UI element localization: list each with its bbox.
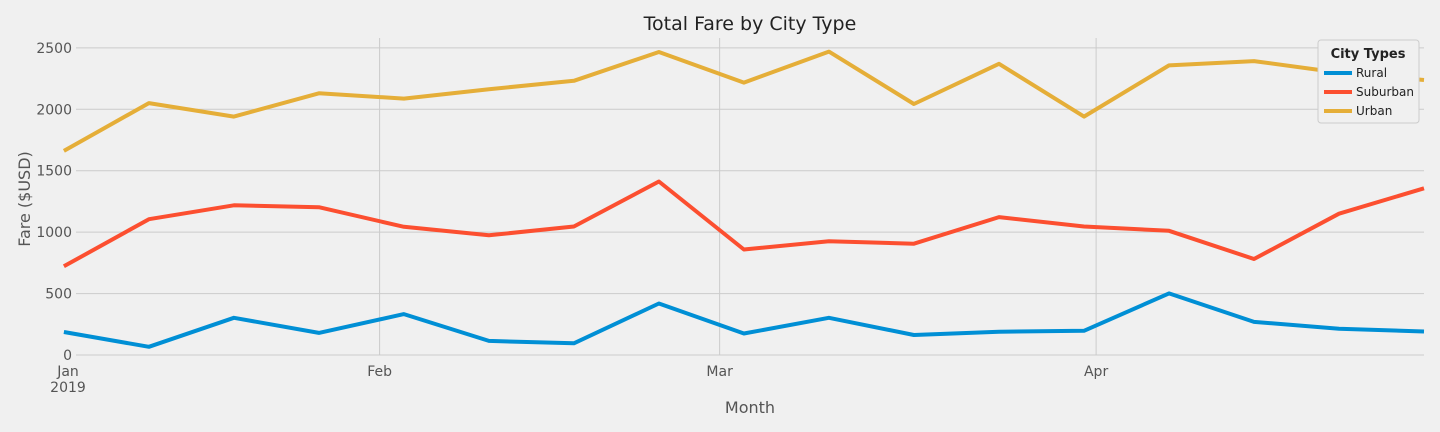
series-lines xyxy=(62,49,1425,349)
y-tick-label: 2000 xyxy=(36,102,72,118)
x-tick-label: Jan xyxy=(56,364,79,380)
legend-label-suburban: Suburban xyxy=(1356,85,1414,99)
y-tick-label: 500 xyxy=(45,287,72,303)
x-tick-sublabel: 2019 xyxy=(50,380,86,396)
legend-label-urban: Urban xyxy=(1356,104,1392,118)
y-tick-labels: 0 500 1000 1500 2000 2500 xyxy=(36,41,72,364)
series-line-suburban xyxy=(62,179,1425,269)
y-axis-label: Fare ($USD) xyxy=(15,151,34,247)
legend-title: City Types xyxy=(1331,47,1406,62)
legend-items: Rural Suburban Urban xyxy=(1324,66,1414,118)
series-line-urban xyxy=(62,49,1425,153)
y-gridlines xyxy=(76,47,1424,356)
y-tick-label: 1500 xyxy=(36,164,72,180)
y-tick-label: 0 xyxy=(63,348,72,364)
x-tick-label: Apr xyxy=(1084,364,1108,380)
x-tick-label: Mar xyxy=(706,364,733,380)
x-tick-label: Feb xyxy=(367,364,392,380)
x-gridlines xyxy=(379,38,1097,355)
y-tick-label: 2500 xyxy=(36,41,72,57)
plot-area xyxy=(76,38,1424,355)
legend: City Types Rural Suburban Urban xyxy=(1317,39,1420,124)
legend-label-rural: Rural xyxy=(1356,66,1387,80)
legend-box xyxy=(1317,39,1420,124)
chart-title: Total Fare by City Type xyxy=(643,13,857,35)
series-line-rural xyxy=(63,291,1425,349)
x-axis-label: Month xyxy=(725,398,775,417)
y-tick-label: 1000 xyxy=(36,225,72,241)
